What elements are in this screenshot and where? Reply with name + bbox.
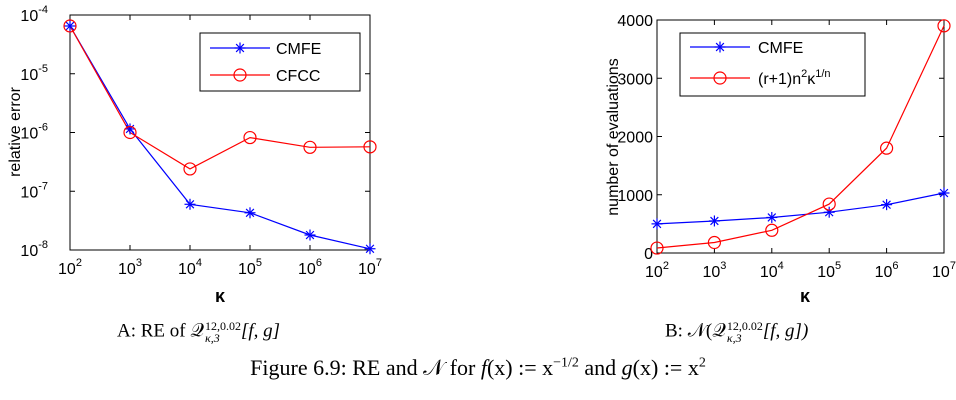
x-axis-label: κ	[800, 286, 811, 306]
caption-part: g	[621, 355, 633, 380]
x-axis-ticks: 102 103 104 105 106 107	[58, 15, 382, 278]
y-tick-label: 10-8	[20, 239, 48, 260]
y-axis-label: number of evaluations	[605, 58, 622, 215]
data-point	[364, 243, 376, 255]
data-point	[881, 199, 893, 211]
data-point	[938, 187, 950, 199]
x-tick-label: 103	[118, 257, 142, 278]
y-tick-label: 10-5	[20, 63, 48, 84]
series-line-cmfe	[69, 25, 371, 250]
series-line-second	[69, 25, 371, 170]
legend-marker-cmfe	[234, 42, 246, 54]
legend: CMFE (r+1)n2κ1/n	[679, 32, 866, 97]
caption-part: f	[480, 355, 487, 380]
legend-box	[199, 32, 361, 92]
subcaption-a-sub: κ,3	[205, 331, 220, 345]
subcaption-a-text: A: RE of 𝒬	[117, 320, 204, 342]
y-tick-label: 10-7	[20, 180, 48, 201]
figure-caption: Figure 6.9: RE and 𝒩 for f(x) := x−1/2 a…	[0, 355, 956, 381]
panel-a-chart: 102 103 104 105 106 107 10-810-710-610-510-4 …	[7, 4, 382, 306]
caption-part: (x) := x	[486, 355, 554, 380]
subcaption-b-sup: 12,0.02	[726, 319, 763, 333]
series-line-second	[656, 25, 945, 249]
legend-marker-cfcc	[233, 68, 247, 82]
x-tick-label: 105	[238, 257, 262, 278]
legend-box	[679, 32, 866, 97]
data-point	[822, 197, 836, 211]
legend-symbol	[234, 42, 246, 54]
data-point	[879, 141, 894, 155]
legend: CMFE CFCC	[199, 32, 361, 92]
data-point	[124, 123, 136, 135]
x-tick-label: 104	[178, 257, 202, 278]
x-tick-label: 102	[645, 260, 669, 281]
series-lines	[69, 25, 371, 250]
x-tick-label: 106	[298, 257, 322, 278]
data-point	[184, 198, 196, 210]
data-point	[244, 207, 256, 219]
subcaption-a-tail: [f, g]	[241, 320, 281, 342]
data-point	[64, 20, 76, 32]
data-point	[243, 130, 257, 145]
series-line-cmfe	[656, 192, 945, 225]
subcaption-a: A: RE of 𝒬 12,0.02 κ,3 [f, g]	[117, 320, 280, 344]
x-axis-ticks: 102 103 104 105 106 107	[645, 20, 956, 281]
y-axis-ticks: 0 1000 2000 3000 4000	[617, 13, 944, 263]
x-tick-label: 103	[702, 260, 726, 281]
legend-marker-formula	[713, 71, 727, 85]
data-point	[766, 211, 778, 223]
y-tick-label: 2000	[617, 130, 653, 147]
legend-label-formula: (r+1)n2κ1/n	[758, 68, 831, 88]
y-tick-label: 1000	[617, 188, 653, 205]
x-tick-label: 102	[58, 257, 82, 278]
series-markers	[650, 19, 951, 255]
caption-part: (x) := x	[632, 355, 699, 380]
series-markers	[63, 19, 377, 255]
y-tick-label: 10-6	[20, 122, 48, 143]
data-point	[123, 125, 137, 140]
data-point	[937, 19, 951, 33]
caption-part: and	[578, 355, 622, 380]
caption-part: 2	[698, 355, 706, 371]
data-point	[303, 140, 317, 154]
subcaption-b-text: B: 𝒩(𝒬	[665, 320, 726, 342]
x-tick-label: 105	[817, 260, 841, 281]
legend-label-cmfe: CMFE	[758, 40, 803, 57]
legend-label-cmfe: CMFE	[276, 41, 321, 58]
subcaption-b-tail: [f, g])	[762, 320, 809, 342]
y-axis-label: relative error	[7, 86, 24, 176]
x-tick-label: 106	[875, 260, 899, 281]
panel-b-chart: 102 103 104 105 106 107 0 1000 2000 3000 4000 num…	[605, 13, 956, 306]
x-tick-label: 104	[760, 260, 784, 281]
y-tick-label: 10-4	[20, 4, 48, 25]
legend-label-cfcc: CFCC	[276, 68, 320, 85]
subcaption-b: B: 𝒩(𝒬 12,0.02 κ,3 [f, g])	[665, 320, 808, 344]
x-tick-label: 107	[932, 260, 956, 281]
y-tick-label: 0	[644, 246, 653, 263]
data-point	[650, 241, 664, 255]
x-axis-label: κ	[215, 286, 226, 306]
caption-part: −1/2	[553, 355, 579, 371]
subcaption-a-sup: 12,0.02	[205, 319, 241, 333]
series-lines	[656, 25, 945, 249]
y-tick-label: 4000	[617, 13, 653, 30]
y-tick-label: 3000	[617, 71, 653, 88]
subcaption-b-sub: κ,3	[726, 331, 742, 345]
x-tick-label: 107	[358, 257, 382, 278]
data-point	[363, 140, 377, 154]
y-axis-ticks: 10-8 10-7 10-6 10-5 10-4	[20, 4, 370, 260]
data-point	[707, 235, 722, 250]
caption-part: Figure 6.9: RE and 𝒩 for	[250, 355, 481, 380]
data-point	[765, 223, 779, 237]
data-point	[304, 229, 316, 241]
legend-marker-cmfe	[714, 41, 726, 53]
data-point	[708, 215, 720, 227]
data-point	[183, 162, 197, 176]
legend-symbol	[714, 41, 726, 53]
data-point	[63, 19, 77, 33]
legend-symbol	[713, 71, 727, 85]
legend-symbol	[233, 68, 247, 82]
data-point	[651, 218, 663, 230]
